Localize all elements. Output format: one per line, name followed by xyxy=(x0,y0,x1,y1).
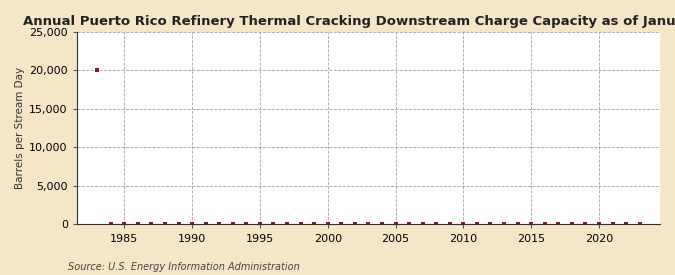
Y-axis label: Barrels per Stream Day: Barrels per Stream Day xyxy=(15,67,25,189)
Title: Annual Puerto Rico Refinery Thermal Cracking Downstream Charge Capacity as of Ja: Annual Puerto Rico Refinery Thermal Crac… xyxy=(23,15,675,28)
Text: Source: U.S. Energy Information Administration: Source: U.S. Energy Information Administ… xyxy=(68,262,299,272)
